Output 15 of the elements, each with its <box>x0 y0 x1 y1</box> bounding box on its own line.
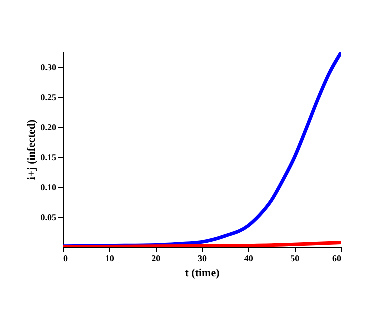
y-tick-label: 0.15 <box>40 152 57 162</box>
x-tick-label: 30 <box>198 254 208 264</box>
x-axis-title: t (time) <box>185 268 220 280</box>
y-tick-label: 0.05 <box>40 212 57 222</box>
x-tick-label: 40 <box>244 254 254 264</box>
y-tick-label: 0.20 <box>40 122 57 132</box>
x-tick-label: 60 <box>332 254 342 264</box>
x-tick-label: 20 <box>152 254 162 264</box>
y-tick-label: 0.10 <box>40 182 57 192</box>
y-tick-label: 0.25 <box>40 92 57 102</box>
y-axis-title: i+j (infected) <box>26 120 38 180</box>
x-tick-label: 0 <box>64 254 68 264</box>
x-tick-label: 10 <box>105 254 115 264</box>
x-tick-label: 50 <box>290 254 300 264</box>
y-tick-label: 0.30 <box>40 62 57 72</box>
